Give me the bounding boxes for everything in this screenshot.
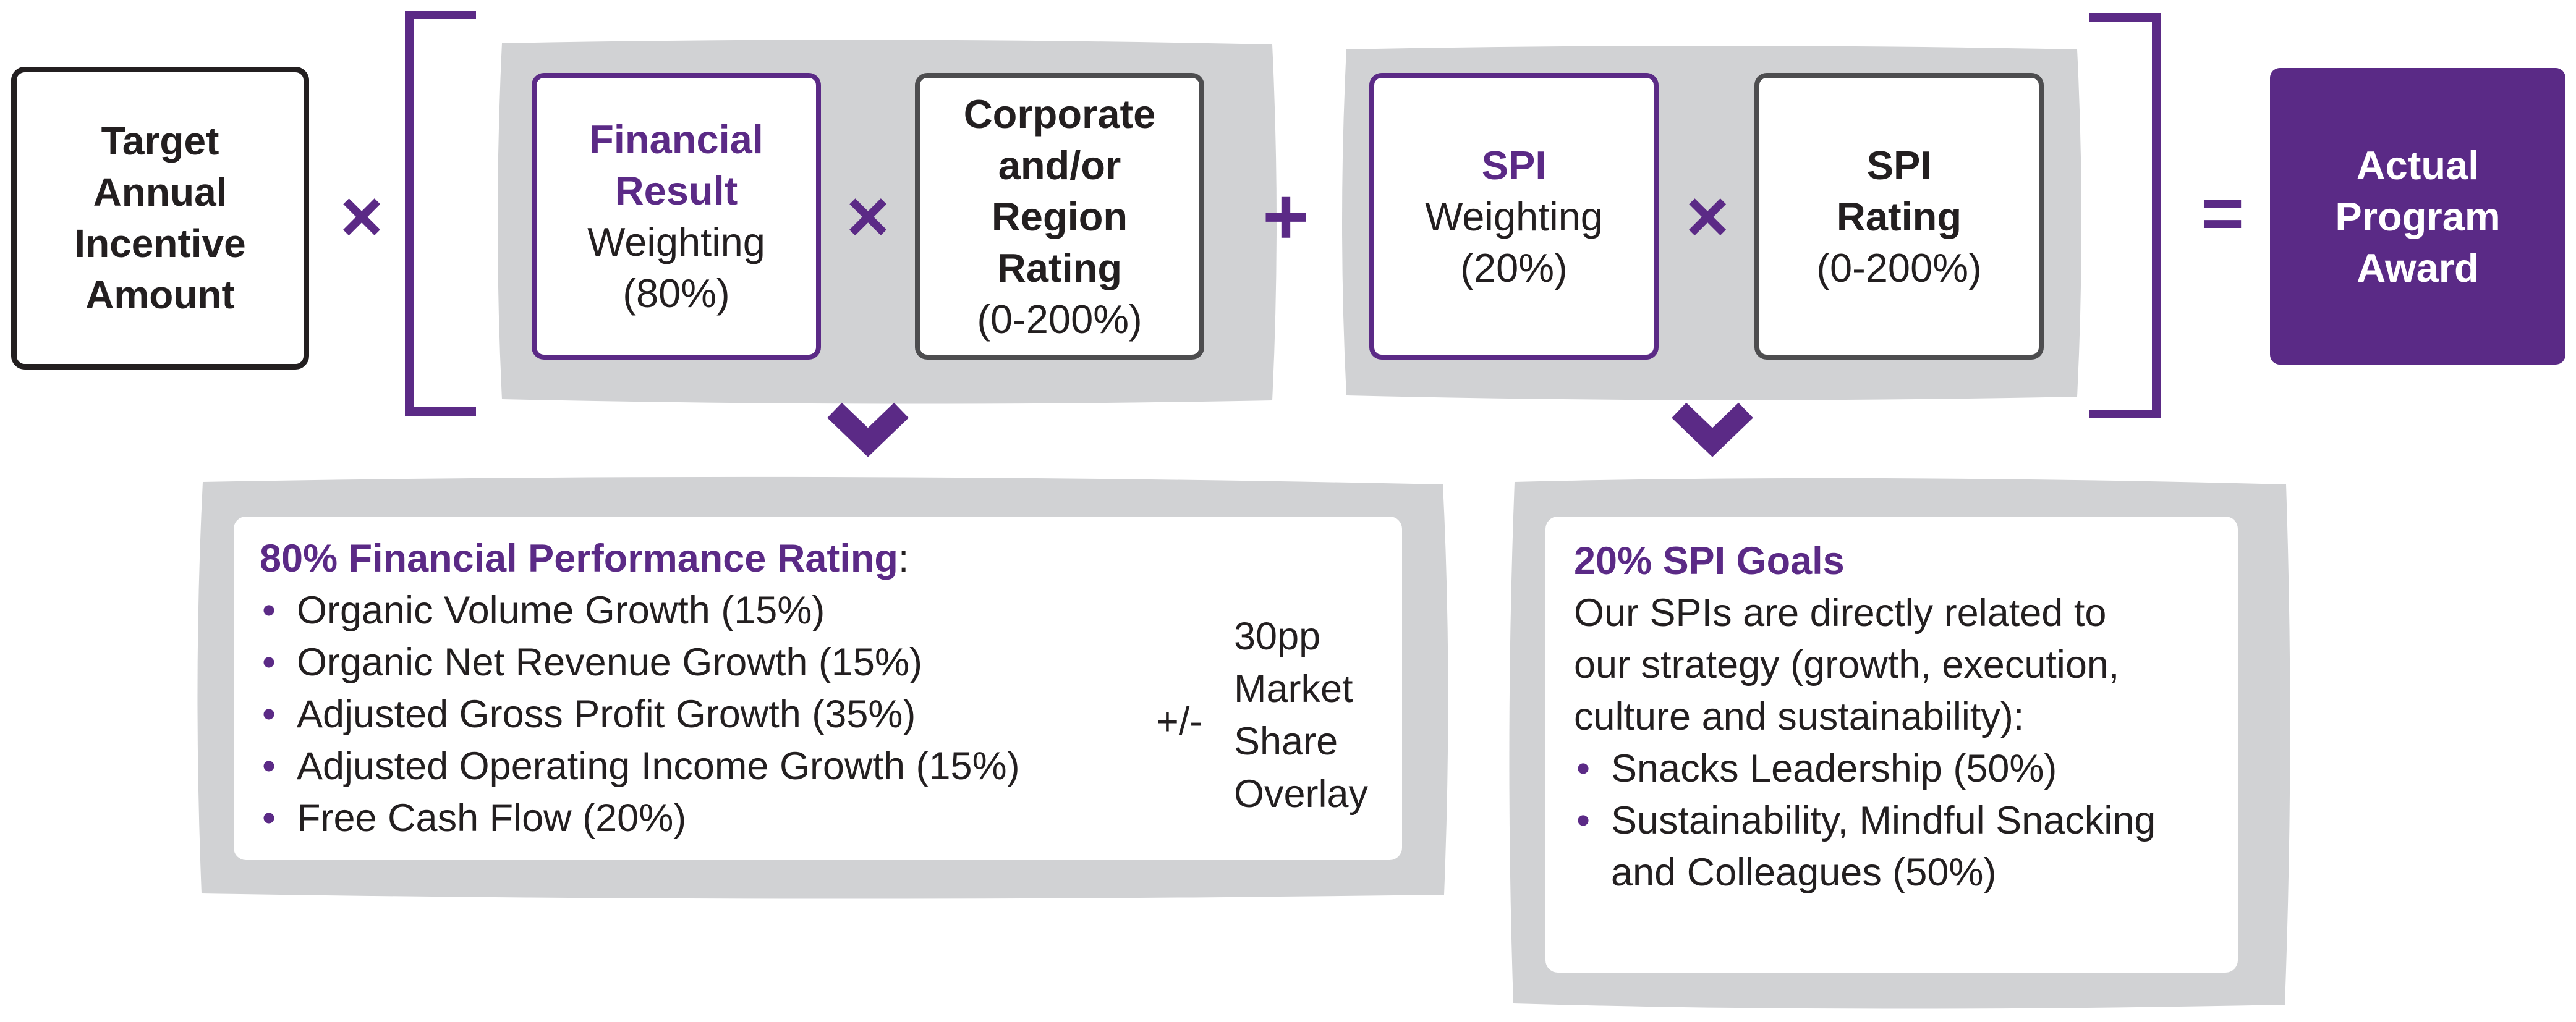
corporate-rating-range: (0-200%) (977, 296, 1142, 342)
spi-intro-line: Our SPIs are directly related to (1574, 591, 2107, 635)
spi-intro-line: our strategy (growth, execution, (1574, 643, 2120, 686)
target-line: Incentive (74, 221, 246, 266)
list-item: Sustainability, Mindful Snacking and Coll… (1574, 795, 2156, 898)
spi-panel-heading: 20% SPI Goals (1574, 539, 1845, 583)
equals-operator: = (2200, 172, 2245, 255)
target-line: Annual (93, 170, 227, 214)
bullet-icon (262, 792, 276, 844)
overlay-sign: +/- (1156, 700, 1203, 743)
list-item: Organic Net Revenue Growth (15%) (260, 636, 1020, 688)
bullet-icon (1576, 795, 1590, 847)
target-line: Target (101, 119, 219, 163)
list-item: Snacks Leadership (50%) (1574, 743, 2156, 795)
award-line: Actual (2356, 142, 2480, 188)
bullet-icon (262, 636, 276, 688)
financial-weighting-line: (80%) (623, 271, 730, 316)
spi-goal-continued: and Colleagues (50%) (1611, 851, 1997, 894)
market-share-overlay: 30pp Market Share Overlay (1234, 610, 1368, 821)
award-line: Award (2357, 245, 2479, 290)
left-bracket (405, 11, 476, 416)
corporate-rating-title: and/or (998, 142, 1121, 188)
actual-program-award-box: Actual Program Award (2270, 68, 2565, 365)
bullet-icon (262, 688, 276, 740)
financial-weighting-title: Financial (589, 117, 763, 162)
overlay-line: Share (1234, 720, 1338, 763)
financial-panel-heading-colon: : (898, 537, 909, 580)
financial-panel-heading-row: 80% Financial Performance Rating: (260, 533, 909, 585)
corporate-rating-title: Rating (997, 245, 1123, 290)
list-item: Adjusted Operating Income Growth (15%) (260, 740, 1020, 792)
financial-metric: Free Cash Flow (20%) (297, 796, 687, 840)
target-annual-incentive-box: Target Annual Incentive Amount (11, 67, 309, 370)
multiply-operator: × (846, 175, 890, 258)
financial-metrics-list: Organic Volume Growth (15%) Organic Net … (260, 585, 1020, 844)
right-bracket (2089, 13, 2161, 418)
spi-rating-box: SPI Rating (0-200%) (1754, 73, 2044, 360)
corporate-rating-title: Region (991, 193, 1128, 239)
spi-weighting-box: SPI Weighting (20%) (1369, 73, 1659, 360)
spi-weighting-line: Weighting (1425, 193, 1603, 239)
list-item: Adjusted Gross Profit Growth (35%) (260, 688, 1020, 740)
bullet-icon (1576, 743, 1590, 795)
overlay-line: Overlay (1234, 772, 1369, 816)
spi-weighting-title: SPI (1481, 142, 1547, 188)
overlay-line: Market (1234, 667, 1353, 711)
spi-goals-panel: 20% SPI Goals Our SPIs are directly rela… (1545, 517, 2238, 973)
spi-goal: Snacks Leadership (50%) (1611, 747, 2057, 790)
multiply-operator: × (1685, 175, 1730, 258)
list-item: Free Cash Flow (20%) (260, 792, 1020, 844)
list-item: Organic Volume Growth (15%) (260, 585, 1020, 636)
spi-rating-range: (0-200%) (1816, 245, 1982, 290)
financial-weighting-box: Financial Result Weighting (80%) (532, 73, 821, 360)
spi-goal: Sustainability, Mindful Snacking (1611, 799, 2156, 842)
bullet-icon (262, 740, 276, 792)
target-line: Amount (85, 272, 235, 317)
financial-panel-heading: 80% Financial Performance Rating (260, 537, 898, 580)
plus-operator: + (1262, 171, 1309, 261)
award-line: Program (2335, 193, 2501, 239)
spi-panel-intro: Our SPIs are directly related to our str… (1574, 587, 2119, 743)
spi-goals-list: Snacks Leadership (50%) Sustainability, … (1574, 743, 2156, 898)
spi-rating-title: SPI (1866, 142, 1932, 188)
financial-metric: Organic Volume Growth (15%) (297, 589, 825, 632)
financial-metric: Adjusted Operating Income Growth (15%) (297, 745, 1020, 788)
overlay-line: 30pp (1234, 615, 1321, 658)
financial-performance-panel: 80% Financial Performance Rating: Organi… (234, 517, 1402, 860)
financial-weighting-line: Weighting (587, 219, 765, 264)
chevron-down-icon (827, 402, 909, 457)
financial-weighting-title: Result (614, 168, 738, 213)
spi-weighting-line: (20%) (1460, 245, 1568, 290)
corporate-rating-box: Corporate and/or Region Rating (0-200%) (915, 73, 1204, 360)
multiply-operator: × (339, 175, 384, 258)
chevron-down-icon (1672, 402, 1753, 457)
financial-metric: Adjusted Gross Profit Growth (35%) (297, 693, 916, 736)
bullet-icon (262, 585, 276, 636)
financial-metric: Organic Net Revenue Growth (15%) (297, 641, 922, 684)
corporate-rating-title: Corporate (963, 91, 1156, 137)
spi-rating-title: Rating (1836, 193, 1962, 239)
spi-intro-line: culture and sustainability): (1574, 695, 2025, 738)
